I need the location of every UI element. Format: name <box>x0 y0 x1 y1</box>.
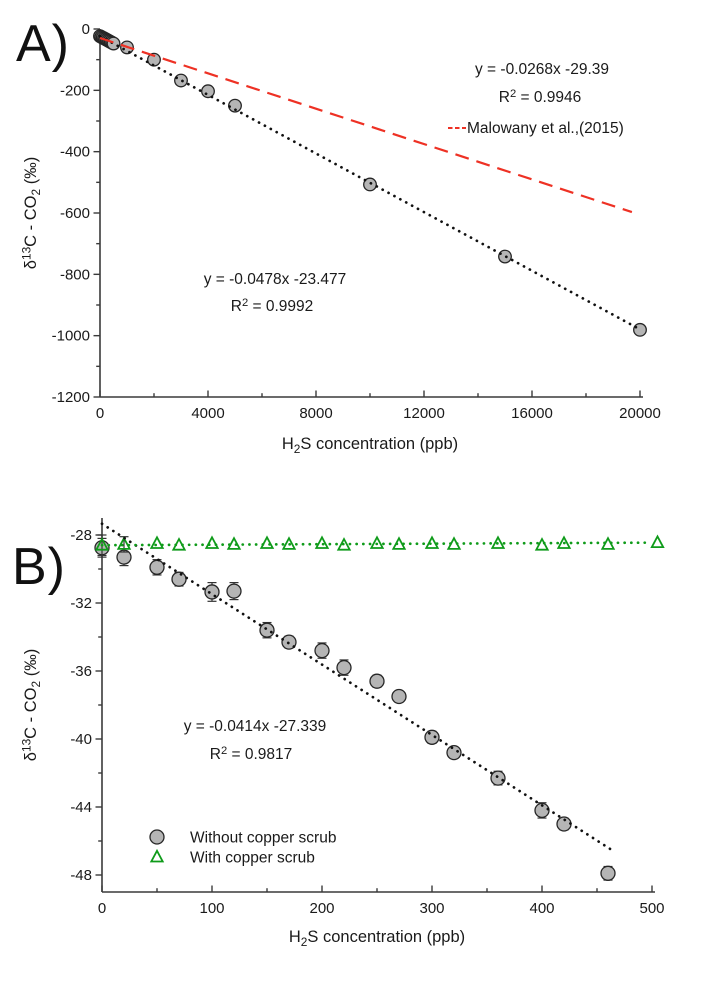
data-point-triangle <box>149 848 165 863</box>
data-point-circle <box>226 583 242 599</box>
data-point-triangle <box>259 535 275 549</box>
data-point-circle <box>369 673 385 689</box>
y-tick-label: -44 <box>70 799 92 816</box>
legend: Without copper scrub With copper scrub <box>149 829 336 867</box>
panel-b-chart: 0 100 200 300 400 500 -28 -32 -36 -40 -44 -48 H2S co… <box>20 518 665 949</box>
x-tick-label: 300 <box>419 900 444 917</box>
annotation-fit-equation: y = -0.0414x -27.339 <box>184 718 327 735</box>
data-point-triangle <box>314 535 330 549</box>
y-tick-label: 0 <box>82 21 90 38</box>
y-tick-label: -36 <box>70 663 92 680</box>
data-point-triangle <box>336 537 352 551</box>
data-point-circle <box>600 865 616 881</box>
data-point-circle <box>174 73 188 88</box>
data-point-circle <box>633 322 647 337</box>
data-point-circle <box>106 36 121 51</box>
y-tick-label: -40 <box>70 731 92 748</box>
x-tick-label: 100 <box>199 900 224 917</box>
x-tick-label: 500 <box>639 900 664 917</box>
data-point-circle <box>149 829 165 845</box>
x-tick-label: 20000 <box>619 405 661 422</box>
x-tick-label: 200 <box>309 900 334 917</box>
data-point-circle <box>446 744 462 761</box>
y-tick-label: -600 <box>60 205 90 222</box>
legend-label: With copper scrub <box>190 850 315 867</box>
y-tick-label: -1000 <box>52 328 90 345</box>
data-point-triangle <box>650 534 665 549</box>
data-point-triangle <box>149 535 165 549</box>
green-fit-line <box>100 541 651 547</box>
legend-label: Without copper scrub <box>190 830 336 847</box>
annotation-black-fit-r2: R2 = 0.9992 <box>231 297 314 315</box>
data-point-circle <box>204 584 220 600</box>
x-tick-label: 8000 <box>299 405 332 422</box>
panel-b-label: B) <box>12 538 66 596</box>
tick-labels: 0 100 200 300 400 500 -28 -32 -36 -40 -44 -48 <box>70 527 664 917</box>
data-point-triangle <box>116 536 132 550</box>
x-tick-label: 16000 <box>511 405 553 422</box>
data-point-circle <box>336 659 352 676</box>
data-point-triangle <box>204 535 220 549</box>
y-tick-label: -400 <box>60 144 90 161</box>
annotation-black-fit-equation: y = -0.0478x -23.477 <box>204 271 347 288</box>
data-point-circle <box>201 84 215 99</box>
data-point-circle <box>424 729 440 745</box>
x-tick-label: 0 <box>98 900 106 917</box>
data-point-circle <box>534 802 550 819</box>
tick-labels: 0 4000 8000 12000 16000 20000 0 -200 -400 -600 -80… <box>52 21 661 422</box>
annotation-fit-r2: R2 = 0.9817 <box>210 745 293 763</box>
x-axis-title: H2S concentration (ppb) <box>282 435 458 456</box>
y-tick-label: -1200 <box>52 389 90 406</box>
series-circle <box>94 537 616 881</box>
data-point-triangle <box>424 535 440 549</box>
black-fit-line <box>98 34 642 331</box>
annotation-malowany-label: Malowany et al.,(2015) <box>467 120 624 137</box>
data-point-circle <box>490 770 506 786</box>
data-point-circle <box>314 642 330 659</box>
x-axis-title: H2S concentration (ppb) <box>289 928 465 949</box>
ticks <box>93 28 641 398</box>
x-tick-label: 0 <box>96 405 104 422</box>
data-point-circle <box>363 177 377 192</box>
y-tick-label: -200 <box>60 82 90 99</box>
axes <box>101 518 655 893</box>
x-tick-label: 400 <box>529 900 554 917</box>
malowany-reference-line <box>99 36 633 214</box>
data-point-triangle <box>556 535 572 549</box>
annotation-red-fit-r2: R2 = 0.9946 <box>499 88 582 106</box>
data-point-triangle <box>369 535 385 549</box>
black-fit-line <box>100 522 612 851</box>
data-point-circle <box>259 622 275 638</box>
x-tick-label: 4000 <box>191 405 224 422</box>
data-point-circle <box>149 559 165 575</box>
ticks <box>95 534 653 892</box>
y-tick-label: -48 <box>70 867 92 884</box>
data-point-triangle <box>490 535 506 549</box>
panel-a-chart: 0 4000 8000 12000 16000 20000 0 -200 -400 -600 -80… <box>20 21 661 456</box>
data-point-circle <box>171 571 187 587</box>
data-point-circle <box>391 688 407 705</box>
data-point-triangle <box>94 537 110 551</box>
panel-a-label: A) <box>16 15 70 73</box>
y-tick-label: -28 <box>70 527 92 544</box>
annotation-red-fit-equation: y = -0.0268x -29.39 <box>475 61 609 78</box>
y-tick-label: -800 <box>60 266 90 283</box>
y-tick-label: -32 <box>70 595 92 612</box>
y-axis-title: δ13C - CO2 (‰) <box>20 649 43 761</box>
data-point-triangle <box>281 536 297 550</box>
y-axis-title: δ13C - CO2 (‰) <box>20 157 43 269</box>
x-tick-label: 12000 <box>403 405 445 422</box>
